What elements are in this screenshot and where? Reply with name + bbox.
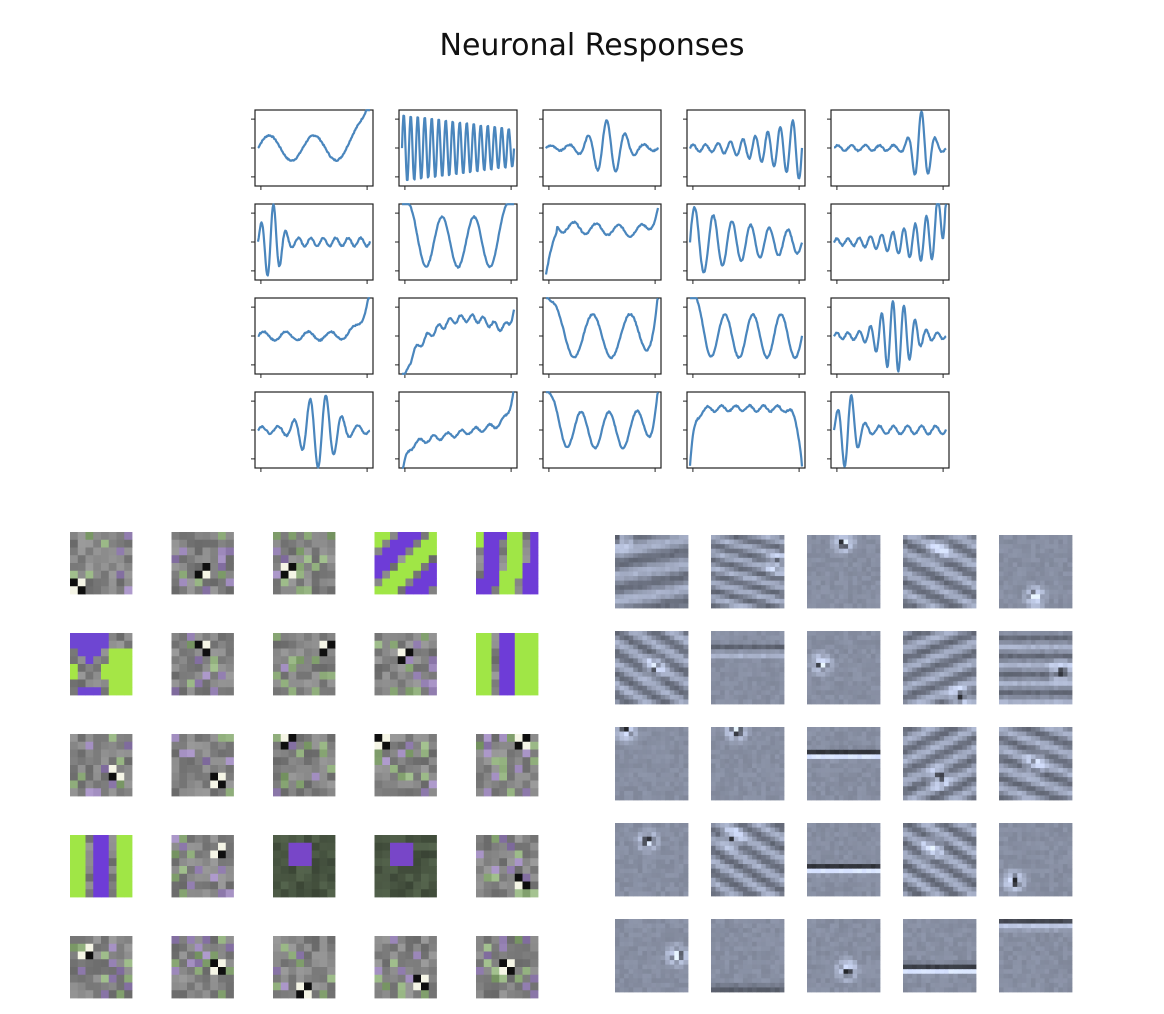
response-trace <box>400 114 516 182</box>
filter-patch <box>999 727 1073 801</box>
filter-patch <box>807 823 881 897</box>
filter-patch <box>807 919 881 993</box>
filter-patch <box>171 734 234 797</box>
trace-panel <box>827 109 950 190</box>
filter-patch <box>711 727 785 801</box>
response-trace <box>833 110 947 176</box>
trace-panel <box>395 297 518 378</box>
filter-patch <box>615 535 689 609</box>
trace-panel <box>395 109 518 190</box>
filter-patch <box>476 936 539 999</box>
panel-frame <box>686 391 806 469</box>
trace-panel <box>683 109 806 190</box>
response-trace <box>689 297 804 360</box>
trace-panel <box>827 203 950 284</box>
filter-patch <box>273 633 336 696</box>
trace-panel <box>251 109 374 190</box>
filter-patch <box>903 535 977 609</box>
trace-panel <box>251 391 374 472</box>
response-trace <box>401 203 515 269</box>
grayscale-filter-grid <box>615 535 1073 993</box>
filter-patch <box>273 936 336 999</box>
filter-patch <box>70 532 133 595</box>
filter-patch <box>171 835 234 898</box>
filter-patch <box>70 633 133 696</box>
filter-patch <box>476 835 539 898</box>
response-trace <box>401 391 515 469</box>
filter-patch <box>999 919 1073 993</box>
filter-patch <box>374 532 437 595</box>
filter-patch <box>903 919 977 993</box>
response-trace <box>545 391 660 450</box>
filter-patch <box>615 823 689 897</box>
page-title: Neuronal Responses <box>439 28 745 63</box>
filter-patch <box>374 633 437 696</box>
trace-panel <box>251 297 374 378</box>
filter-patch <box>70 835 133 898</box>
trace-panel <box>827 297 950 378</box>
response-trace <box>257 109 371 162</box>
filter-patch <box>70 734 133 797</box>
filter-patch <box>903 823 977 897</box>
panel-frame <box>542 203 662 281</box>
panel-frame <box>398 297 518 375</box>
filter-patch <box>807 631 881 705</box>
filter-patch <box>711 919 785 993</box>
filter-patch <box>807 727 881 801</box>
response-trace <box>832 394 948 468</box>
response-trace <box>401 309 516 375</box>
filter-patch <box>374 835 437 898</box>
filter-patch <box>903 727 977 801</box>
filter-patch <box>615 919 689 993</box>
filter-patch <box>711 823 785 897</box>
filter-patch <box>171 633 234 696</box>
response-trace <box>257 297 371 342</box>
response-trace <box>833 203 948 262</box>
trace-panel <box>683 297 806 378</box>
response-traces-grid <box>251 109 950 472</box>
filter-patch <box>615 631 689 705</box>
response-trace <box>545 297 660 360</box>
trace-panel <box>395 203 518 284</box>
filter-patch <box>171 936 234 999</box>
response-trace <box>688 403 804 467</box>
filter-patch <box>171 532 234 595</box>
filter-patch <box>999 823 1073 897</box>
filter-patch <box>711 535 785 609</box>
filter-patch <box>374 936 437 999</box>
color-filter-grid <box>70 532 539 999</box>
trace-panel <box>395 391 518 472</box>
response-trace <box>545 119 660 173</box>
filter-patch <box>70 936 133 999</box>
trace-panel <box>683 203 806 284</box>
filter-patch <box>903 631 977 705</box>
response-trace <box>833 300 947 373</box>
trace-panel <box>539 297 662 378</box>
response-trace <box>256 203 372 277</box>
filter-patch <box>273 532 336 595</box>
response-trace <box>688 206 804 274</box>
response-trace <box>688 119 804 180</box>
filter-patch <box>476 633 539 696</box>
panel-frame <box>254 109 374 187</box>
panel-frame <box>398 391 518 469</box>
trace-panel <box>539 109 662 190</box>
filter-patch <box>999 631 1073 705</box>
filter-patch <box>615 727 689 801</box>
filter-patch <box>807 535 881 609</box>
trace-panel <box>539 203 662 284</box>
trace-panel <box>683 391 806 472</box>
filter-patch <box>374 734 437 797</box>
filter-patch <box>476 734 539 797</box>
response-trace <box>544 207 660 275</box>
filter-patch <box>476 532 539 595</box>
filter-patch <box>999 535 1073 609</box>
trace-panel <box>539 391 662 472</box>
filter-patch <box>711 631 785 705</box>
trace-panel <box>827 391 950 472</box>
trace-panel <box>251 203 374 284</box>
filter-patch <box>273 835 336 898</box>
filter-patch <box>273 734 336 797</box>
response-trace <box>257 394 371 469</box>
